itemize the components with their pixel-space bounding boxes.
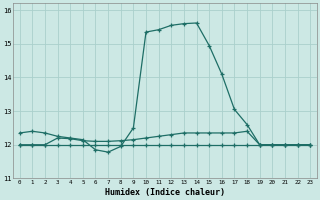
X-axis label: Humidex (Indice chaleur): Humidex (Indice chaleur): [105, 188, 225, 197]
